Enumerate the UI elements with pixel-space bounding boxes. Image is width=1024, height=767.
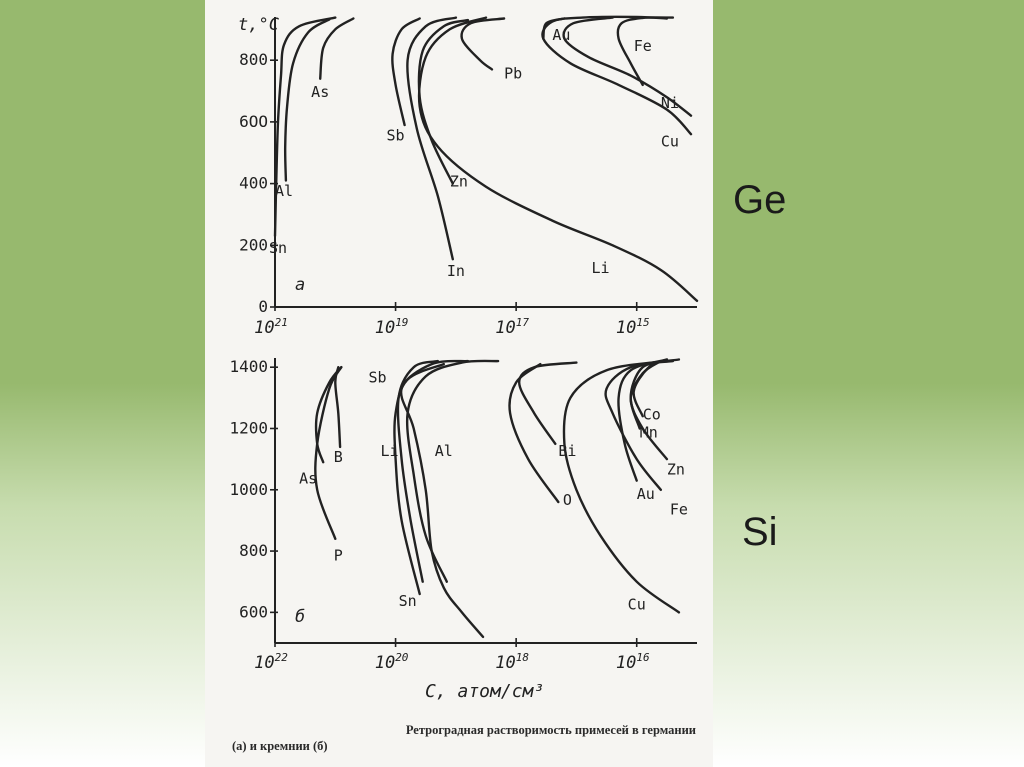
series-label-fe: Fe	[634, 37, 652, 55]
series-curve-fe	[616, 16, 675, 87]
series-label-o: O	[563, 491, 572, 509]
series-label-li: Li	[592, 259, 610, 277]
series-label-sb: Sb	[368, 369, 386, 387]
series-curve-as	[319, 17, 355, 80]
caption-line-2: (а) и кремнии (б)	[232, 739, 328, 753]
series-curve-li	[417, 16, 699, 302]
series-curve-co	[632, 358, 669, 418]
series-label-in: In	[447, 262, 465, 280]
series-curve-au	[617, 358, 669, 482]
y-axis-label: t,°C	[238, 15, 280, 35]
series-label-p: P	[334, 546, 343, 564]
series-label-ni: Ni	[661, 94, 679, 112]
series-label-b: B	[334, 448, 343, 466]
series-label-li: Li	[381, 442, 399, 460]
silicon-panel: 600 800 1000 1200 1400 1022 1020 1018 1016 C, ато…	[229, 357, 697, 702]
x-tick-label: 1021	[254, 316, 288, 338]
y-tick-label: 200	[239, 235, 268, 254]
x-tick-label: 1017	[495, 316, 529, 338]
series-label-sn: Sn	[269, 239, 287, 257]
y-tick-label: 1200	[229, 418, 268, 437]
series-curve-sn	[396, 359, 439, 583]
y-tick-label: 400	[239, 174, 268, 193]
x-tick-label: 1019	[375, 316, 409, 338]
series-curve-cu	[541, 15, 693, 136]
series-curve-ni	[562, 16, 693, 117]
scanned-figure	[205, 0, 713, 767]
series-label-as: As	[299, 470, 317, 488]
caption-line-1: Ретроградная растворимость примесей в ге…	[405, 723, 696, 737]
series-curve-p	[314, 366, 343, 540]
x-tick-label: 1022	[254, 651, 288, 673]
series-label-pb: Pb	[504, 65, 522, 83]
series-curve-zn	[417, 18, 470, 185]
series-curve-sn	[273, 16, 337, 238]
series-label-al: Al	[275, 182, 293, 200]
series-label-zn: Zn	[450, 173, 468, 191]
series-curve-li	[399, 359, 485, 639]
x-axis-label: C, атом/см³	[425, 681, 544, 702]
series-label-bi: Bi	[558, 442, 576, 460]
series-label-sb: Sb	[387, 126, 405, 144]
series-curve-in	[406, 16, 458, 261]
series-curve-o	[508, 362, 560, 504]
x-tick-label: 1020	[375, 651, 409, 673]
x-tick-label: 1015	[616, 316, 650, 338]
series-curve-fe	[604, 358, 681, 491]
series-label-cu: Cu	[661, 133, 679, 151]
panel-label: а	[295, 275, 305, 295]
y-tick-label: 600	[239, 602, 268, 621]
series-curve-al	[283, 18, 331, 182]
series-label-sn: Sn	[399, 592, 417, 610]
figure-caption: Ретроградная растворимость примесей в ге…	[232, 722, 702, 754]
y-tick-label: 800	[239, 50, 268, 69]
series-curve-as	[314, 366, 343, 464]
x-tick-label: 1018	[495, 651, 529, 673]
x-tick-label: 1016	[616, 651, 650, 673]
series-curve-sb	[391, 17, 421, 127]
series-curve-bi	[517, 361, 578, 445]
series-curve-al	[405, 359, 500, 583]
y-tick-label: 1400	[229, 357, 268, 376]
series-curve-cu	[562, 359, 681, 614]
series-label-au: Au	[637, 485, 655, 503]
y-tick-label: 6OO	[239, 112, 268, 131]
silicon-label: Si	[742, 510, 778, 554]
germanium-panel: 0 200 400 6OO 800 1021 1019 1017 1015 t,°C а Sn Al As…	[238, 15, 699, 338]
series-label-zn: Zn	[667, 460, 685, 478]
y-tick-label: 800	[239, 541, 268, 560]
series-label-al: Al	[435, 442, 453, 460]
series-label-co: Co	[643, 405, 661, 423]
series-curve-pb	[460, 17, 506, 71]
series-label-fe: Fe	[670, 500, 688, 518]
series-curve-b	[334, 366, 342, 449]
y-tick-label: 0	[258, 297, 268, 316]
panel-label: б	[295, 607, 305, 627]
germanium-label: Ge	[733, 178, 787, 222]
y-tick-label: 1000	[229, 480, 268, 499]
series-label-as: As	[311, 83, 329, 101]
series-label-cu: Cu	[628, 595, 646, 613]
series-label-mn: Mn	[640, 424, 658, 442]
